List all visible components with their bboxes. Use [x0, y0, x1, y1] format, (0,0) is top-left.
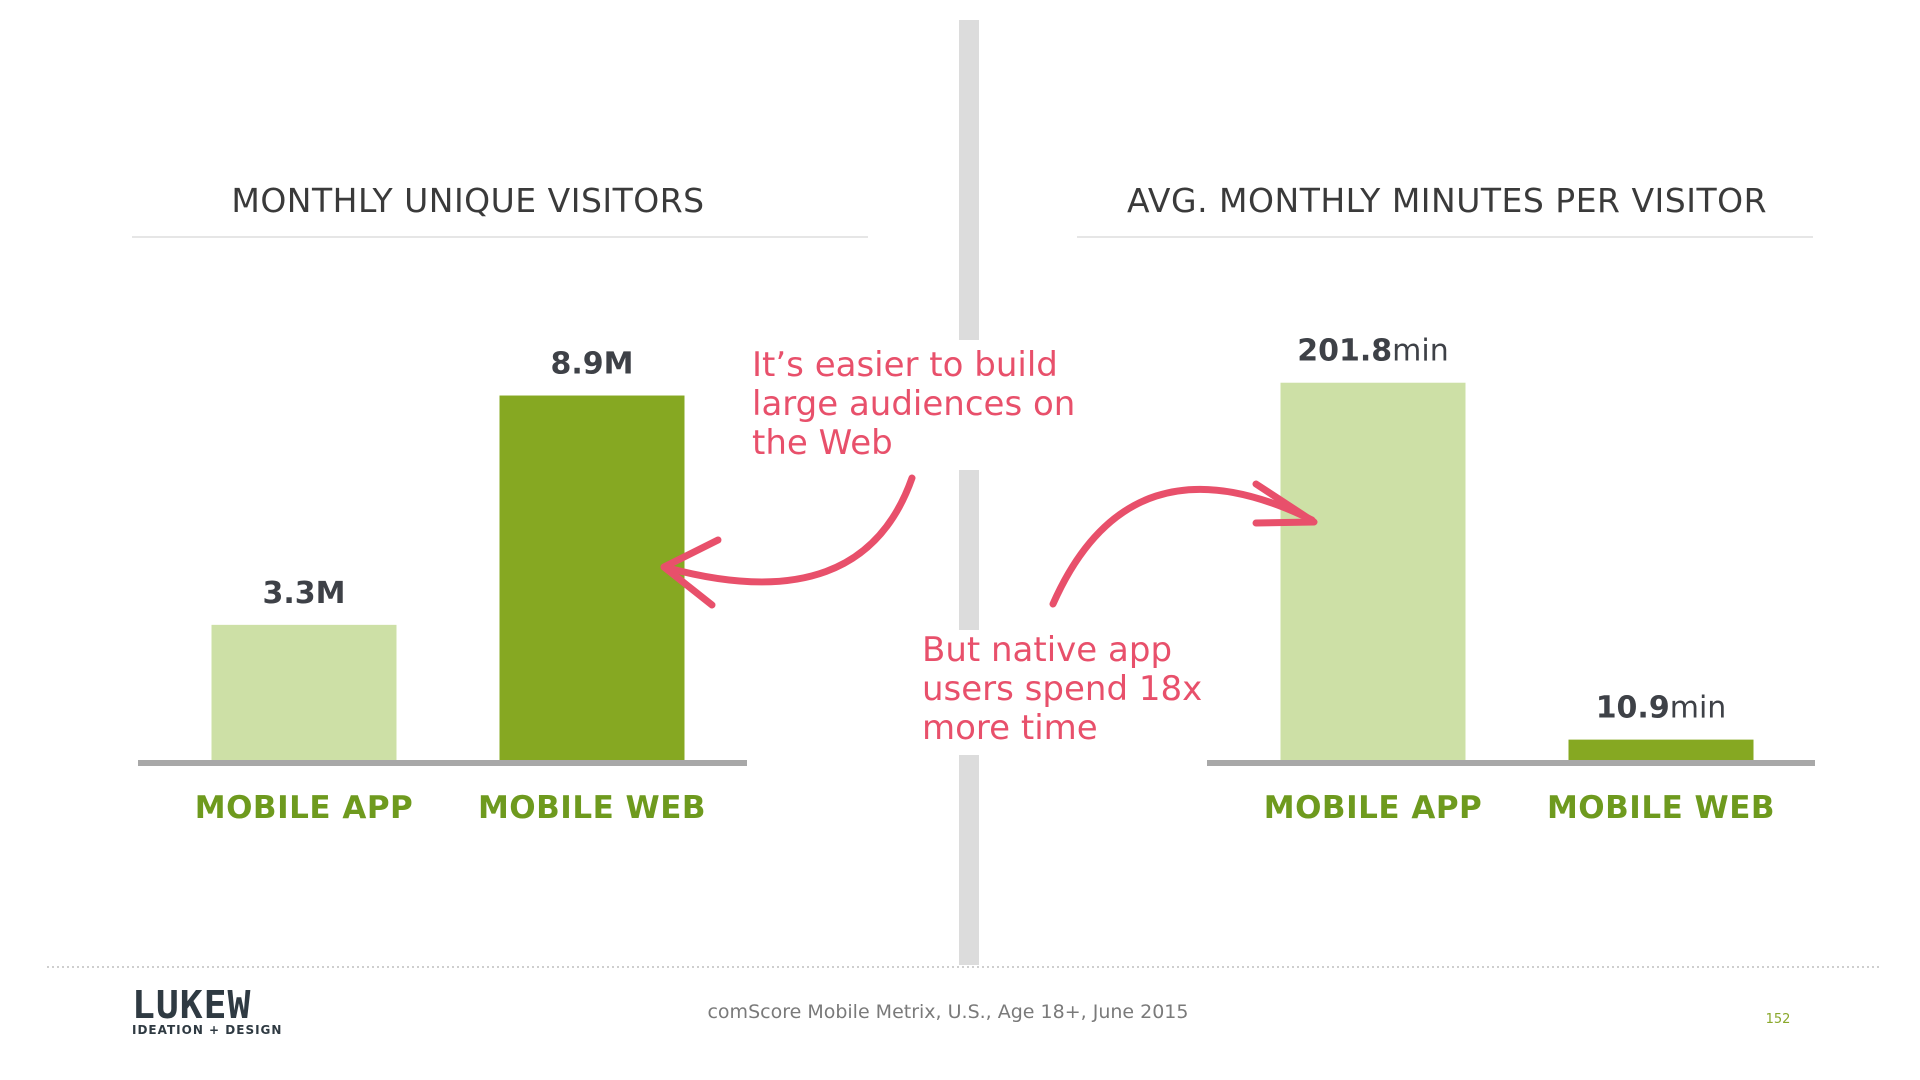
curved-arrow-right — [1049, 485, 1316, 608]
annotation-left-line-1: It’s easier to build — [752, 345, 1058, 385]
footer-page-number: 152 — [1766, 1012, 1791, 1027]
annotation-left-line-2: large audiences on — [752, 384, 1075, 424]
arrowhead-right — [1252, 480, 1318, 527]
category-label-mobile-web: MOBILE WEB — [1547, 790, 1775, 826]
bar-mobile-app-unique-visitors — [211, 624, 397, 760]
arrowhead-left — [660, 536, 722, 609]
chart-unique-visitors: MONTHLY UNIQUE VISITORS 3.3M 8.9M MOBILE … — [132, 181, 868, 826]
value-label-mobile-web-minutes-per-visitor: 10.9min — [1596, 691, 1727, 726]
value-label-mobile-app-minutes-per-visitor: 201.8min — [1297, 334, 1448, 369]
annotation-right-line-3: more time — [922, 708, 1098, 748]
annotation-right-line-1: But native app — [922, 630, 1172, 670]
logo-wordmark: LUKEW — [132, 983, 251, 1027]
annotation-right: But native app users spend 18x more time — [922, 480, 1318, 748]
annotation-left-line-3: the Web — [752, 423, 893, 463]
annotation-right-line-2: users spend 18x — [922, 669, 1202, 709]
category-label-mobile-app: MOBILE APP — [195, 790, 414, 826]
curved-arrow-left — [664, 474, 916, 586]
value-label-mobile-web-unique-visitors: 8.9M — [551, 347, 634, 382]
footer-source: comScore Mobile Metrix, U.S., Age 18+, J… — [707, 1001, 1188, 1023]
annotation-left: It’s easier to build large audiences on … — [660, 345, 1075, 609]
chart-minutes-per-visitor: AVG. MONTHLY MINUTES PER VISITOR 201.8mi… — [1077, 181, 1815, 826]
bar-mobile-web-minutes-per-visitor — [1568, 739, 1754, 760]
logo: LUKEW IDEATION + DESIGN — [132, 983, 282, 1037]
category-label-mobile-app: MOBILE APP — [1264, 790, 1483, 826]
bar-mobile-web-unique-visitors — [499, 395, 685, 760]
logo-tagline: IDEATION + DESIGN — [132, 1023, 282, 1037]
bar-mobile-app-minutes-per-visitor — [1280, 382, 1466, 760]
bar-group-unique-visitors: 3.3M 8.9M — [211, 347, 685, 760]
value-label-mobile-app-unique-visitors: 3.3M — [263, 576, 346, 611]
category-label-mobile-web: MOBILE WEB — [478, 790, 706, 826]
chart-title-minutes-per-visitor: AVG. MONTHLY MINUTES PER VISITOR — [1127, 181, 1767, 220]
bar-group-minutes-per-visitor: 201.8min 10.9min — [1280, 334, 1754, 760]
chart-title-unique-visitors: MONTHLY UNIQUE VISITORS — [231, 181, 704, 220]
